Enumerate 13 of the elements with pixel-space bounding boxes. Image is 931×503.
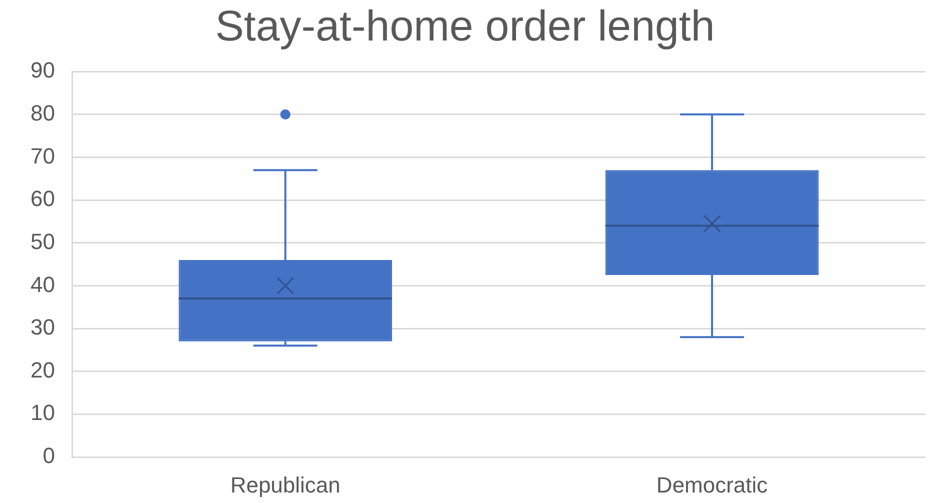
y-tick-label: 90 bbox=[30, 58, 55, 83]
y-tick-label: 50 bbox=[30, 228, 55, 254]
x-tick-label: Republican bbox=[230, 472, 340, 498]
y-tick-label: 70 bbox=[30, 143, 55, 168]
y-tick-label: 80 bbox=[30, 100, 55, 126]
y-tick-label: 60 bbox=[30, 186, 55, 212]
y-tick-label: 20 bbox=[30, 357, 55, 382]
y-tick-label: 10 bbox=[30, 400, 55, 426]
y-tick-label: 40 bbox=[30, 272, 55, 297]
y-tick-label: 0 bbox=[42, 443, 55, 468]
chart-title: Stay-at-home order length bbox=[215, 2, 715, 51]
y-tick-label: 30 bbox=[30, 314, 55, 340]
x-tick-label: Democratic bbox=[656, 472, 768, 498]
